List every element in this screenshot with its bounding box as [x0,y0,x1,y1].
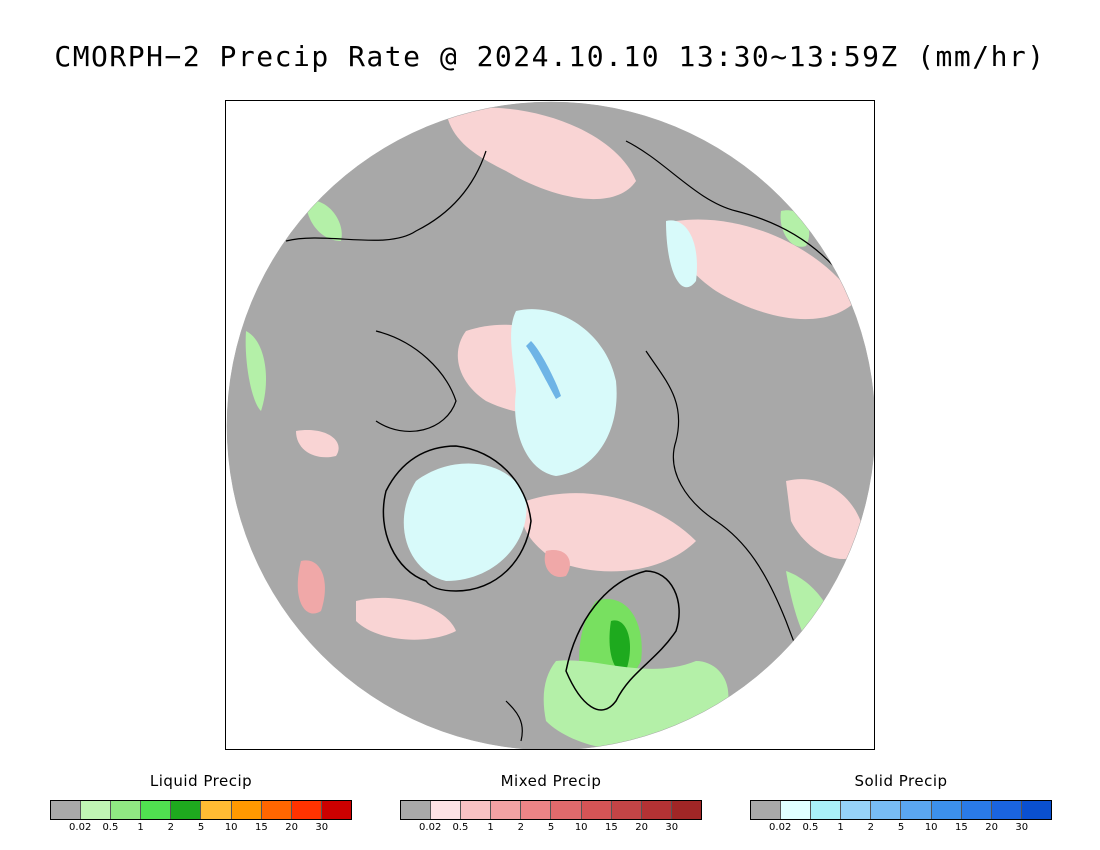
legend-swatch [111,801,142,819]
legend-tick-label: 30 [1015,822,1029,833]
legend-swatch [231,801,262,819]
scandinavia-coastline [565,570,680,711]
mixed-precip-region-labrador [297,560,325,614]
legend-tick-label: 1 [137,822,144,833]
legend-tick-label: 0.5 [102,822,119,833]
legend-tick-label: 20 [985,822,998,833]
legend-tick-label: 5 [897,822,905,833]
mixed-precip-region-canada [296,430,339,458]
legend-swatch [401,801,432,819]
legend-swatch [751,801,782,819]
legend-tick-label: 30 [315,822,329,833]
mixed-precip-region-east [786,479,866,560]
legend-tick-label: 0.02 [69,822,92,833]
mixed-precip-cell-heavy [544,550,570,577]
legend-swatch [491,801,522,819]
legend-mixed: Mixed Precip 0.02 0.5 1 2 5 10 15 20 30 [400,772,702,836]
legend-swatch [811,801,842,819]
precip-field [227,102,874,749]
legend-swatch [201,801,232,819]
legend-swatch [431,801,462,819]
legend-tick-label: 15 [605,822,618,833]
solid-precip-region-greenland [403,463,527,581]
liquid-precip-region-alaska [306,200,342,241]
legend-title-solid: Solid Precip [854,772,948,790]
greenland-coastline [382,445,532,592]
legend-swatch [611,801,642,819]
alaska-canada-coastline [285,150,487,242]
legend-tick-label: 2 [167,822,174,833]
legend-swatch [931,801,962,819]
liquid-precip-cell-heavy [609,620,631,672]
legend-tick-label: 30 [665,822,679,833]
legend-tick-label: 10 [224,822,238,833]
legend-swatch [51,801,82,819]
solid-precip-band [526,341,561,399]
mixed-precip-region-atlantic [356,597,456,640]
legend-tick-label: 20 [285,822,298,833]
legend-swatch [1021,801,1051,819]
legend-tick-label: 2 [517,822,524,833]
legend-tick-label: 2 [867,822,874,833]
mixed-precip-region-pacific [446,107,636,200]
legend-swatch [781,801,812,819]
legend-swatch [171,801,202,819]
legend-swatch [461,801,492,819]
legend-ticks-solid: 0.02 0.5 1 2 5 10 15 20 30 [750,822,1052,836]
legend-tick-label: 1 [837,822,844,833]
legend-tick-label: 0.02 [419,822,442,833]
legend-tick-label: 5 [547,822,555,833]
legend-swatch [551,801,582,819]
legend-swatch [871,801,902,819]
legend-title-mixed: Mixed Precip [500,772,602,790]
legend-swatch [901,801,932,819]
legend-tick-label: 10 [574,822,588,833]
mixed-precip-region-norwegian-sea [522,493,696,572]
precip-map-svg [226,101,874,749]
legend-tick-label: 0.5 [802,822,819,833]
legend-swatch [321,801,351,819]
legend-ticks-liquid: 0.02 0.5 1 2 5 10 15 20 30 [50,822,352,836]
legend-swatches-solid [750,800,1052,820]
legend-swatch [961,801,992,819]
legend-solid: Solid Precip 0.02 0.5 1 2 5 10 15 20 30 [750,772,1052,836]
legend-swatch [141,801,172,819]
legend-tick-label: 0.02 [769,822,792,833]
legend-tick-label: 1 [487,822,494,833]
mixed-precip-region-siberia [673,219,856,320]
map-disc-edge [226,101,874,749]
solid-precip-region-chukchi [666,220,697,288]
legend-title-liquid: Liquid Precip [149,772,253,790]
legend-swatch [521,801,552,819]
legend-swatch [991,801,1022,819]
legend-tick-label: 5 [197,822,205,833]
legend-tick-label: 20 [635,822,648,833]
legend-tick-label: 10 [924,822,938,833]
legend-swatches-liquid [50,800,352,820]
legend-swatch [581,801,612,819]
legend-liquid: Liquid Precip 0.02 0.5 1 2 5 10 15 20 30 [50,772,352,836]
canadian-archipelago-coastline [375,330,457,432]
legend-ticks-mixed: 0.02 0.5 1 2 5 10 15 20 30 [400,822,702,836]
legend-tick-label: 15 [955,822,968,833]
legend-swatch [671,801,701,819]
legend-swatches-mixed [400,800,702,820]
liquid-precip-region-west [245,331,266,411]
legend-swatch [841,801,872,819]
british-isles-coastline [505,700,523,742]
legend-swatch [81,801,112,819]
siberia-north-coastline [625,140,847,282]
legend-tick-label: 0.5 [452,822,469,833]
legend-tick-label: 15 [255,822,268,833]
polar-precip-map [225,100,875,750]
legend-swatch [641,801,672,819]
map-title: CMORPH−2 Precip Rate @ 2024.10.10 13:30~… [54,40,1046,73]
legend-swatch [261,801,292,819]
legend-swatch [291,801,322,819]
